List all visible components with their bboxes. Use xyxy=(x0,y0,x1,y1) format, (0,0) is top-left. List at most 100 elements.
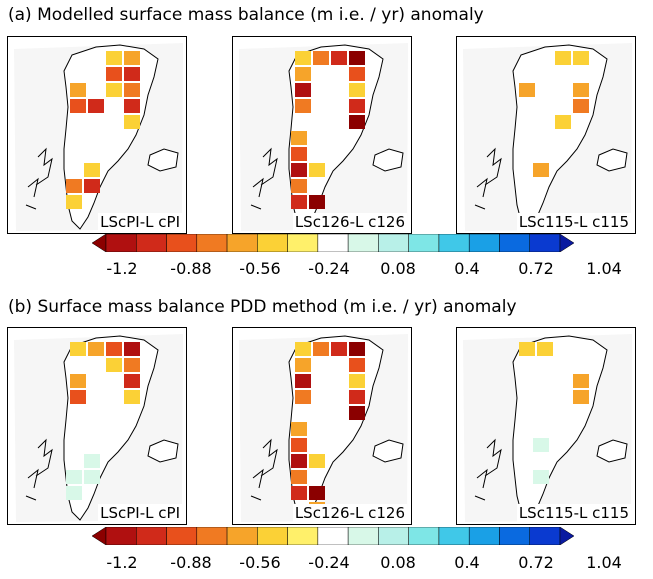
anomaly-cell xyxy=(519,83,535,97)
iceland-outline xyxy=(372,148,404,172)
map-panel-b-cpi: LScPI-L cPI xyxy=(7,327,187,525)
panel-label: LSc126-L c126 xyxy=(292,504,407,522)
anomaly-cell xyxy=(291,470,307,484)
colorbar-segment xyxy=(257,234,288,252)
anomaly-cell xyxy=(349,67,365,81)
anomaly-cell xyxy=(291,438,307,452)
colorbar-segment xyxy=(136,527,167,545)
colorbar-segment xyxy=(105,234,137,252)
canada-coast xyxy=(25,438,53,501)
iceland-outline xyxy=(596,439,628,463)
anomaly-cell xyxy=(313,342,329,356)
anomaly-cell xyxy=(66,486,82,500)
colorbar-segment xyxy=(196,234,228,252)
anomaly-cell xyxy=(66,179,82,193)
anomaly-cell xyxy=(573,374,589,388)
anomaly-cell xyxy=(573,390,589,404)
anomaly-cell xyxy=(295,67,311,81)
anomaly-cell xyxy=(291,163,307,177)
anomaly-cell xyxy=(124,115,140,129)
anomaly-cell xyxy=(533,163,549,177)
anomaly-cell xyxy=(66,470,82,484)
greenland-map xyxy=(463,43,632,231)
anomaly-cell xyxy=(84,163,100,177)
colorbar-segment xyxy=(499,234,530,252)
anomaly-cell xyxy=(349,342,365,356)
colorbar-high-arrow xyxy=(559,234,574,252)
section-a-title: (a) Modelled surface mass balance (m i.e… xyxy=(8,5,484,25)
anomaly-cell xyxy=(349,99,365,113)
colorbar-segment xyxy=(378,234,409,252)
anomaly-cell xyxy=(84,470,100,484)
anomaly-cell xyxy=(124,67,140,81)
colorbar-segment xyxy=(105,527,137,545)
anomaly-cell xyxy=(309,454,325,468)
colorbar-low-arrow xyxy=(92,234,107,252)
colorbar-segment xyxy=(529,234,561,252)
colorbar-ticks-a: -1.2 -0.88 -0.56 -0.24 0.08 0.4 0.72 1.0… xyxy=(0,259,653,279)
anomaly-cell xyxy=(295,83,311,97)
anomaly-cell xyxy=(84,454,100,468)
canada-coast xyxy=(250,147,278,210)
iceland-outline xyxy=(596,148,628,172)
colorbar-segment xyxy=(468,234,500,252)
greenland-map xyxy=(463,334,632,522)
iceland-outline xyxy=(372,439,404,463)
colorbar-a xyxy=(92,234,574,252)
anomaly-cell xyxy=(106,67,122,81)
anomaly-cell xyxy=(291,131,307,145)
anomaly-cell xyxy=(295,390,311,404)
tick-label: -0.24 xyxy=(308,553,350,572)
colorbar-segment xyxy=(136,234,167,252)
greenland-map xyxy=(14,43,183,231)
anomaly-cell xyxy=(309,195,325,209)
map-panel-a-c115: LSc115-L c115 xyxy=(456,36,636,234)
colorbar-segment xyxy=(347,527,379,545)
colorbar-segment xyxy=(317,527,349,545)
section-b-title: (b) Surface mass balance PDD method (m i… xyxy=(8,297,517,317)
anomaly-cell xyxy=(313,51,329,65)
tick-label: 0.08 xyxy=(380,259,416,278)
tick-label: 1.04 xyxy=(586,259,622,278)
tick-label: -0.88 xyxy=(170,259,212,278)
tick-label: -0.56 xyxy=(239,259,281,278)
colorbar-segment xyxy=(257,527,288,545)
anomaly-cell xyxy=(291,422,307,436)
colorbar-segment xyxy=(226,527,258,545)
greenland-map xyxy=(239,334,408,522)
colorbar-segment xyxy=(468,527,500,545)
tick-label: -0.88 xyxy=(170,553,212,572)
anomaly-cell xyxy=(124,51,140,65)
tick-label: 0.4 xyxy=(454,259,480,278)
anomaly-cell xyxy=(124,390,140,404)
greenland-map xyxy=(239,43,408,231)
colorbar-segment xyxy=(287,527,319,545)
anomaly-cell xyxy=(295,374,311,388)
anomaly-cell xyxy=(70,99,86,113)
colorbar-segment xyxy=(408,234,440,252)
anomaly-cell xyxy=(309,486,325,500)
colorbar-segment xyxy=(408,527,440,545)
anomaly-cell xyxy=(106,342,122,356)
anomaly-cell xyxy=(106,83,122,97)
panel-label: LScPI-L cPI xyxy=(98,504,182,522)
colorbar-segment xyxy=(166,527,198,545)
anomaly-cell xyxy=(70,342,86,356)
canada-coast xyxy=(250,438,278,501)
panel-label: LSc115-L c115 xyxy=(516,504,631,522)
colorbar-segment xyxy=(347,234,379,252)
anomaly-cell xyxy=(291,486,307,500)
tick-label: 1.04 xyxy=(586,553,622,572)
anomaly-cell xyxy=(124,374,140,388)
anomaly-cell xyxy=(124,83,140,97)
colorbar-segment xyxy=(529,527,561,545)
colorbar-high-arrow xyxy=(559,527,574,545)
colorbar-segment xyxy=(287,234,319,252)
anomaly-cell xyxy=(106,358,122,372)
tick-label: 0.72 xyxy=(518,553,554,572)
anomaly-cell xyxy=(533,470,549,484)
colorbar-segment xyxy=(378,527,409,545)
colorbar-segment xyxy=(166,234,198,252)
anomaly-cell xyxy=(70,374,86,388)
anomaly-cell xyxy=(573,51,589,65)
